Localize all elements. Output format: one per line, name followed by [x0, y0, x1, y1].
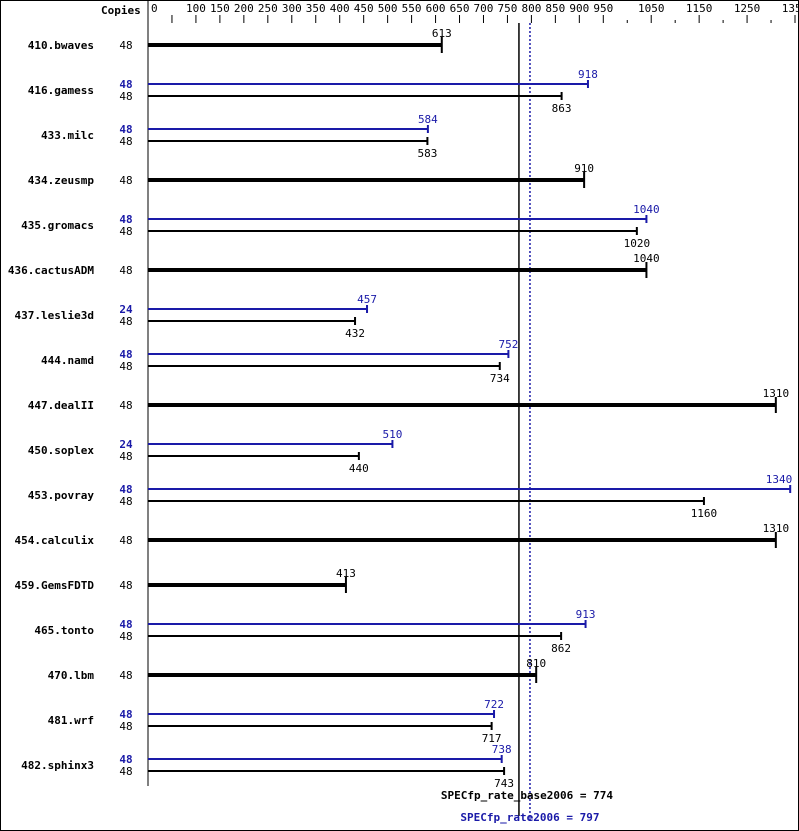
- base-copies: 48: [119, 225, 132, 238]
- x-tick-label: 100: [186, 2, 206, 15]
- base-value-label: 1310: [763, 387, 790, 400]
- base-value-label: 1020: [624, 237, 651, 250]
- base-copies: 48: [119, 765, 132, 778]
- x-tick-label: 550: [402, 2, 422, 15]
- base-value-label: 862: [551, 642, 571, 655]
- peak-value-label: 584: [418, 113, 438, 126]
- peak-value-label: 510: [382, 428, 402, 441]
- peak-copies: 48: [119, 708, 132, 721]
- base-copies: 48: [119, 669, 132, 682]
- base-value-label: 910: [574, 162, 594, 175]
- peak-value-label: 1040: [633, 203, 660, 216]
- x-tick-label: 900: [569, 2, 589, 15]
- peak-value-label: 457: [357, 293, 377, 306]
- x-tick-label: 1350: [782, 2, 799, 15]
- x-tick-label: 1050: [638, 2, 665, 15]
- base-value-label: 743: [494, 777, 514, 790]
- peak-value-label: 918: [578, 68, 598, 81]
- base-value-label: 1160: [691, 507, 718, 520]
- peak-copies: 24: [119, 438, 133, 451]
- base-copies: 48: [119, 315, 132, 328]
- x-tick-label: 1250: [734, 2, 761, 15]
- base-value-label: 583: [417, 147, 437, 160]
- x-tick-label: 750: [498, 2, 518, 15]
- x-tick-label: 450: [354, 2, 374, 15]
- benchmark-name: 447.dealII: [28, 399, 94, 412]
- peak-value-label: 913: [576, 608, 596, 621]
- peak-copies: 48: [119, 78, 132, 91]
- base-value-label: 1040: [633, 252, 660, 265]
- base-copies: 48: [119, 450, 132, 463]
- x-tick-label: 950: [593, 2, 613, 15]
- benchmark-name: 433.milc: [41, 129, 94, 142]
- benchmark-name: 437.leslie3d: [15, 309, 94, 322]
- benchmark-name: 454.calculix: [15, 534, 95, 547]
- x-tick-label: 150: [210, 2, 230, 15]
- x-tick-label: 650: [450, 2, 470, 15]
- benchmark-name: 453.povray: [28, 489, 95, 502]
- x-tick-label: 200: [234, 2, 254, 15]
- peak-copies: 48: [119, 618, 132, 631]
- base-summary-label: SPECfp_rate_base2006 = 774: [441, 789, 614, 802]
- base-value-label: 734: [490, 372, 510, 385]
- base-copies: 48: [119, 135, 132, 148]
- base-copies: 48: [119, 174, 132, 187]
- base-copies: 48: [119, 360, 132, 373]
- benchmark-name: 481.wrf: [48, 714, 94, 727]
- benchmark-name: 459.GemsFDTD: [15, 579, 95, 592]
- x-tick-label: 250: [258, 2, 278, 15]
- x-tick-label: 1150: [686, 2, 713, 15]
- base-value-label: 413: [336, 567, 356, 580]
- x-tick-label: 0: [151, 2, 158, 15]
- base-value-label: 717: [482, 732, 502, 745]
- base-value-label: 613: [432, 27, 452, 40]
- base-copies: 48: [119, 534, 132, 547]
- peak-copies: 48: [119, 123, 132, 136]
- base-copies: 48: [119, 39, 132, 52]
- x-tick-label: 400: [330, 2, 350, 15]
- base-value-label: 440: [349, 462, 369, 475]
- benchmark-name: 416.gamess: [28, 84, 94, 97]
- x-tick-label: 500: [378, 2, 398, 15]
- base-copies: 48: [119, 399, 132, 412]
- copies-header: Copies: [101, 4, 141, 17]
- base-copies: 48: [119, 720, 132, 733]
- benchmark-name: 482.sphinx3: [21, 759, 94, 772]
- x-tick-label: 800: [521, 2, 541, 15]
- peak-value-label: 738: [492, 743, 512, 756]
- base-copies: 48: [119, 630, 132, 643]
- x-tick-label: 350: [306, 2, 326, 15]
- base-copies: 48: [119, 90, 132, 103]
- base-value-label: 432: [345, 327, 365, 340]
- x-tick-label: 850: [545, 2, 565, 15]
- base-value-label: 810: [526, 657, 546, 670]
- base-copies: 48: [119, 579, 132, 592]
- base-value-label: 863: [552, 102, 572, 115]
- peak-value-label: 752: [498, 338, 518, 351]
- benchmark-name: 444.namd: [41, 354, 94, 367]
- peak-value-label: 1340: [766, 473, 793, 486]
- x-tick-label: 300: [282, 2, 302, 15]
- peak-copies: 24: [119, 303, 133, 316]
- benchmark-name: 465.tonto: [34, 624, 94, 637]
- peak-copies: 48: [119, 483, 132, 496]
- peak-copies: 48: [119, 753, 132, 766]
- base-copies: 48: [119, 264, 132, 277]
- peak-copies: 48: [119, 213, 132, 226]
- base-value-label: 1310: [763, 522, 790, 535]
- benchmark-name: 436.cactusADM: [8, 264, 94, 277]
- benchmark-name: 410.bwaves: [28, 39, 94, 52]
- benchmark-name: 470.lbm: [48, 669, 95, 682]
- base-copies: 48: [119, 495, 132, 508]
- benchmark-name: 450.soplex: [28, 444, 95, 457]
- peak-value-label: 722: [484, 698, 504, 711]
- x-tick-label: 700: [474, 2, 494, 15]
- benchmark-name: 434.zeusmp: [28, 174, 95, 187]
- peak-summary-label: SPECfp_rate2006 = 797: [460, 811, 599, 824]
- x-tick-label: 600: [426, 2, 446, 15]
- peak-copies: 48: [119, 348, 132, 361]
- benchmark-name: 435.gromacs: [21, 219, 94, 232]
